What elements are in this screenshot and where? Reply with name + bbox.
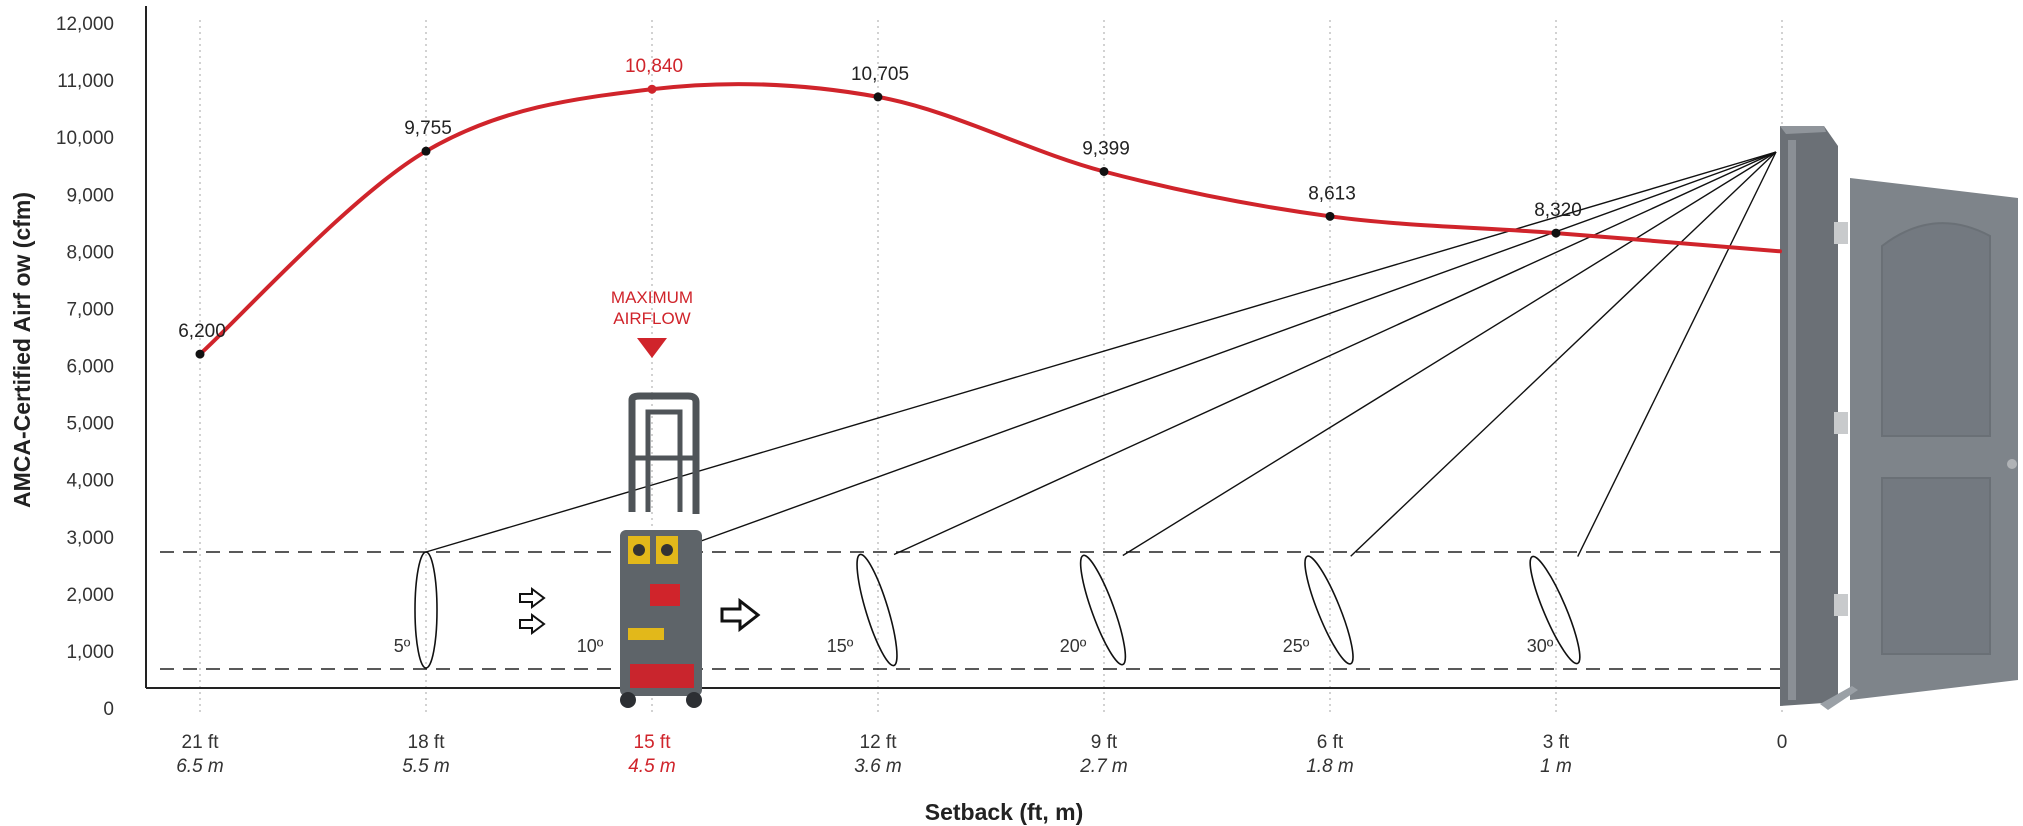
angle-label: 25º [1283,636,1310,656]
y-tick-label: 12,000 [56,14,114,35]
flow-arrow-large [720,597,761,633]
x-tick-sublabel: 1.8 m [1306,756,1354,777]
data-label: 6,200 [178,321,226,342]
data-label: 9,399 [1082,138,1130,159]
x-tick-label: 15 ft [634,732,672,753]
y-tick-label: 9,000 [66,185,114,206]
data-point [873,92,883,102]
x-tick-sublabel: 2.7 m [1079,756,1128,777]
x-tick-sublabel: 4.5 m [628,756,676,777]
x-tick-label: 9 ft [1091,732,1118,753]
fan-line [1350,151,1777,557]
angle-label: 10º [577,636,604,656]
y-tick-label: 3,000 [66,528,114,549]
data-label: 10,840 [625,56,683,77]
data-label: 8,613 [1308,183,1356,204]
x-tick-sublabel: 3.6 m [854,756,902,777]
y-axis-title: AMCA-Certified Airf ow (cfm) [9,192,35,508]
angle-labels: 5º 10º 15º 20º 25º 30º [394,636,1554,656]
x-tick-labels: 21 ft 6.5 m 18 ft 5.5 m 15 ft 4.5 m 12 ft 3.6 m… [176,732,1787,777]
airflow-ellipse [1304,555,1354,665]
max-airflow-annotation: MAXIMUM AIRFLOW [611,288,693,358]
angle-label: 30º [1527,636,1554,656]
fan-line [689,151,1777,546]
fan-lines [414,151,1777,669]
x-axis-title: Setback (ft, m) [925,799,1083,825]
x-tick-label: 0 [1777,732,1788,753]
y-tick-label: 8,000 [66,242,114,263]
data-points [195,84,1561,359]
x-tick-label: 12 ft [860,732,898,753]
y-tick-labels: 0 1,000 2,000 3,000 4,000 5,000 6,000 7,000 8,00… [56,14,114,720]
data-labels: 6,200 9,755 10,840 10,705 9,399 8,613 8,320 [178,56,1582,342]
data-point [1099,166,1109,176]
data-point [1551,228,1561,238]
x-tick-label: 3 ft [1543,732,1570,753]
y-tick-label: 4,000 [66,471,114,492]
airflow-ellipse [1529,555,1581,665]
max-airflow-label-line1: MAXIMUM [611,288,693,307]
fan-cart-illustration [620,392,702,708]
airflow-band [160,551,1782,670]
y-tick-label: 7,000 [66,299,114,320]
data-point [647,84,657,94]
max-airflow-label-line2: AIRFLOW [613,309,690,328]
fan-line [893,151,1777,556]
y-tick-label: 5,000 [66,414,114,435]
x-tick-sublabel: 1 m [1540,756,1572,777]
y-tick-label: 11,000 [57,71,114,92]
fan-line [1122,151,1777,557]
data-label: 8,320 [1534,200,1582,221]
x-tick-sublabel: 5.5 m [402,756,450,777]
fan-line [1577,151,1777,557]
angle-label: 5º [394,636,411,656]
y-tick-label: 0 [103,699,114,720]
x-tick-label: 18 ft [408,732,446,753]
y-tick-label: 10,000 [56,128,114,149]
data-point [195,349,205,359]
data-point [421,146,431,156]
fan-line [425,151,1777,553]
flow-arrow-double [519,587,546,635]
max-airflow-arrow-icon [637,338,667,358]
door-illustration [1780,126,2018,710]
airflow-ellipse [1079,554,1127,666]
data-label: 9,755 [404,118,452,139]
data-label: 10,705 [851,64,909,85]
y-tick-label: 2,000 [66,585,114,606]
y-tick-label: 6,000 [66,357,114,378]
x-tick-sublabel: 6.5 m [176,756,224,777]
y-tick-label: 1,000 [66,642,114,663]
x-tick-label: 6 ft [1317,732,1344,753]
angle-label: 15º [827,636,854,656]
airflow-ellipse [856,553,898,667]
x-tick-label: 21 ft [182,732,220,753]
angle-label: 20º [1060,636,1087,656]
data-point [1325,211,1335,221]
